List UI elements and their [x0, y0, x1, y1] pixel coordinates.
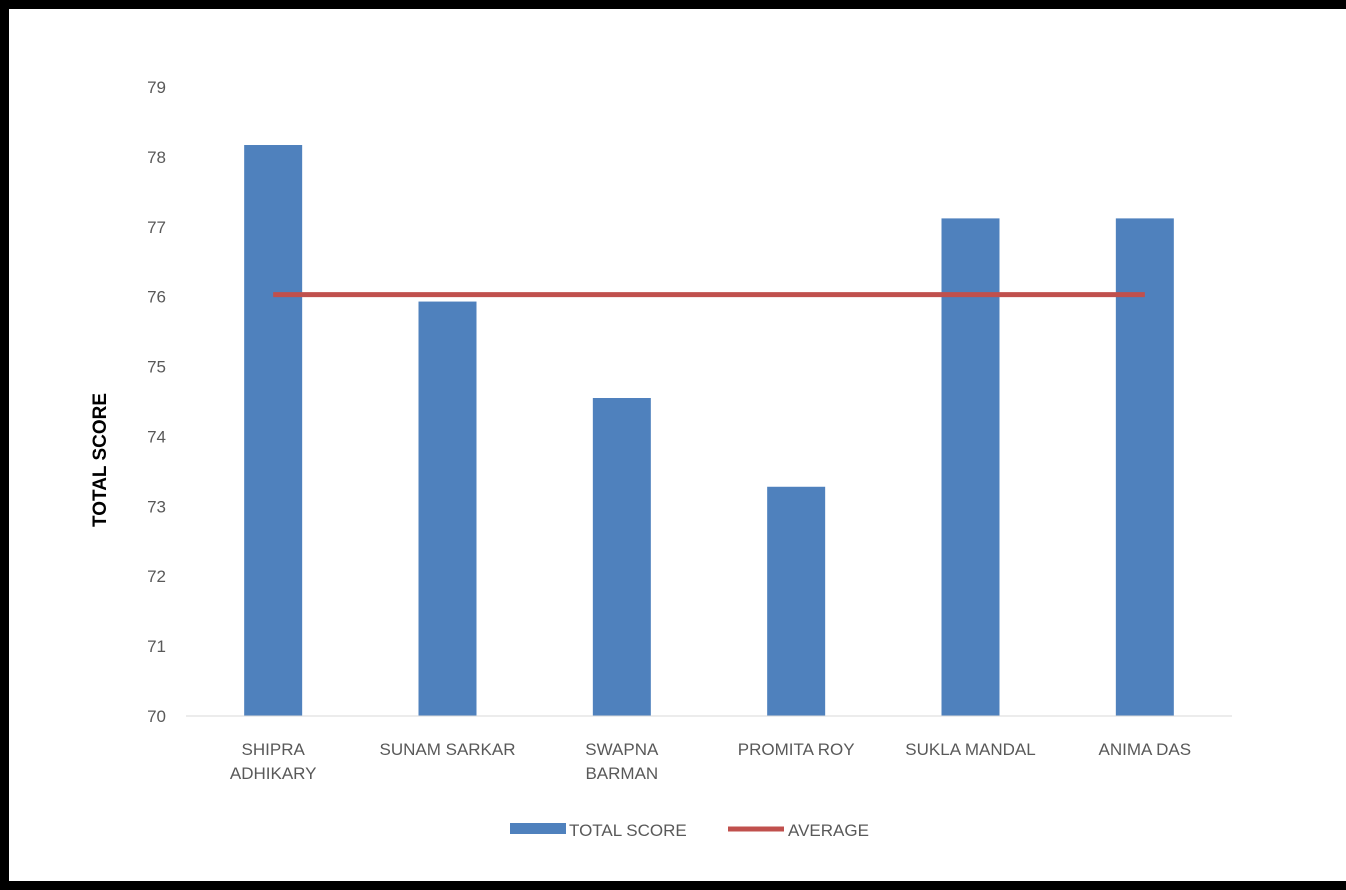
legend-label-average: AVERAGE: [788, 821, 869, 840]
x-tick-label-line: ADHIKARY: [230, 764, 317, 783]
x-tick-label-line: SUNAM SARKAR: [379, 740, 515, 759]
legend-label-total-score: TOTAL SCORE: [569, 821, 687, 840]
bar: [941, 218, 1000, 716]
x-tick-label: SHIPRA ADHIKARY: [230, 740, 317, 783]
y-tick-label: 73: [147, 497, 166, 516]
legend-swatch-bar: [510, 823, 566, 834]
x-tick-label: PROMITA ROY: [738, 740, 855, 759]
y-tick-label: 78: [147, 148, 166, 167]
bar: [767, 486, 826, 716]
x-tick-label: ANIMA DAS: [1099, 740, 1192, 759]
y-tick-label: 75: [147, 358, 166, 377]
legend: TOTAL SCORE AVERAGE: [510, 821, 869, 840]
x-tick-label-line: PROMITA ROY: [738, 740, 855, 759]
x-tick-label-line: SWAPNA: [585, 740, 659, 759]
y-axis-ticks: 70 71 72 73 74 75 76 77 78 79: [147, 78, 166, 726]
bar: [1115, 218, 1174, 716]
x-tick-label-line: BARMAN: [585, 764, 658, 783]
bar: [244, 145, 303, 716]
x-tick-label-line: SUKLA MANDAL: [905, 740, 1035, 759]
y-tick-label: 77: [147, 218, 166, 237]
x-tick-label: SWAPNA BARMAN: [585, 740, 659, 783]
x-axis-ticks: SHIPRA ADHIKARY SUNAM SARKAR SWAPNA BARMAN PR…: [230, 740, 1191, 783]
y-tick-label: 71: [147, 637, 166, 656]
x-tick-label-line: SHIPRA: [242, 740, 306, 759]
y-tick-label: 72: [147, 567, 166, 586]
y-tick-label: 76: [147, 288, 166, 307]
y-axis-label: TOTAL SCORE: [90, 393, 111, 527]
y-tick-label: 79: [147, 78, 166, 97]
x-tick-label: SUKLA MANDAL: [905, 740, 1035, 759]
bar: [592, 398, 651, 716]
x-tick-label: SUNAM SARKAR: [379, 740, 515, 759]
x-tick-label-line: ANIMA DAS: [1099, 740, 1192, 759]
bar: [418, 301, 477, 716]
y-tick-label: 74: [147, 427, 166, 446]
y-tick-label: 70: [147, 707, 166, 726]
bar-series: [244, 145, 1174, 716]
